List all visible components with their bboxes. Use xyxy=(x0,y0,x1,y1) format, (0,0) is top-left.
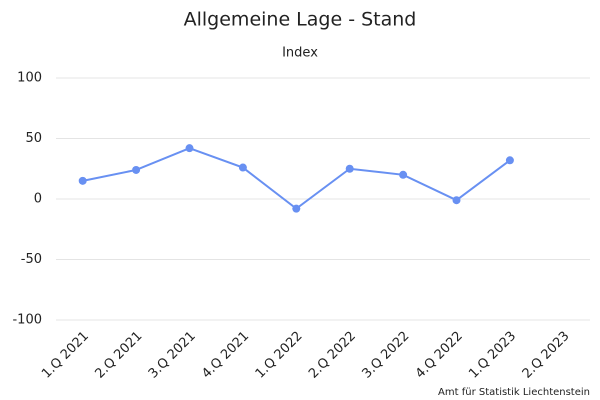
y-tick-label: -50 xyxy=(21,252,42,267)
x-tick-label: 4.Q 2022 xyxy=(413,329,466,382)
chart-title: Allgemeine Lage - Stand xyxy=(184,9,417,31)
data-point xyxy=(505,156,514,165)
x-tick-label: 1.Q 2021 xyxy=(39,329,92,382)
x-tick-label: 4.Q 2021 xyxy=(199,329,252,382)
data-line xyxy=(82,147,511,210)
x-tick-label: 3.Q 2022 xyxy=(359,329,412,382)
y-tick-label: 0 xyxy=(34,192,42,207)
data-point xyxy=(452,196,461,205)
data-point xyxy=(132,165,141,174)
x-tick-label: 2.Q 2022 xyxy=(306,329,359,382)
x-tick-label: 1.Q 2023 xyxy=(466,329,519,382)
x-tick-label: 2.Q 2021 xyxy=(92,329,145,382)
source-note: Amt für Statistik Liechtenstein xyxy=(438,387,590,398)
x-tick-label: 3.Q 2021 xyxy=(146,329,199,382)
data-point xyxy=(185,144,194,153)
y-tick-label: 100 xyxy=(17,71,42,86)
data-point xyxy=(292,204,301,213)
data-point xyxy=(78,176,87,185)
x-tick-label: 2.Q 2023 xyxy=(520,329,573,382)
chart-subtitle: Index xyxy=(282,46,318,61)
data-point xyxy=(345,164,354,173)
x-tick-label: 1.Q 2022 xyxy=(253,329,306,382)
data-point xyxy=(238,163,247,172)
y-tick-label: -100 xyxy=(12,313,42,328)
y-tick-label: 50 xyxy=(25,131,42,146)
data-point xyxy=(399,170,408,179)
